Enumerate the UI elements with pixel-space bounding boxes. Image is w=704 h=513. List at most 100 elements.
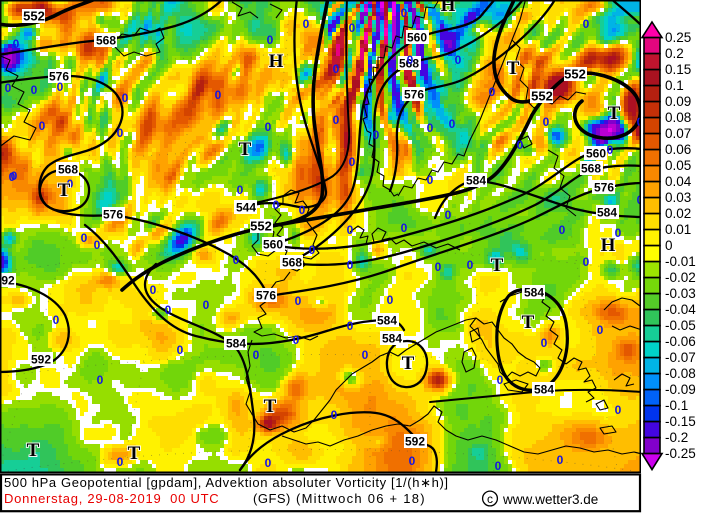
svg-text:0.06: 0.06 bbox=[665, 142, 691, 157]
svg-text:584: 584 bbox=[466, 174, 486, 188]
svg-text:0: 0 bbox=[607, 143, 614, 157]
svg-text:0: 0 bbox=[215, 88, 222, 102]
svg-text:H: H bbox=[269, 51, 284, 72]
svg-text:0: 0 bbox=[233, 253, 240, 267]
svg-text:0: 0 bbox=[237, 183, 244, 197]
svg-text:-0.05: -0.05 bbox=[665, 318, 696, 333]
svg-text:T: T bbox=[128, 443, 141, 464]
svg-text:92: 92 bbox=[1, 274, 15, 288]
svg-text:0: 0 bbox=[299, 203, 306, 217]
svg-text:0: 0 bbox=[637, 193, 644, 207]
svg-text:0: 0 bbox=[39, 119, 46, 133]
svg-text:0: 0 bbox=[409, 454, 416, 468]
svg-text:-0.07: -0.07 bbox=[665, 350, 696, 365]
svg-text:0: 0 bbox=[31, 83, 38, 97]
svg-text:T: T bbox=[608, 103, 621, 124]
svg-text:0.03: 0.03 bbox=[665, 190, 691, 205]
svg-text:0: 0 bbox=[81, 231, 88, 245]
svg-text:584: 584 bbox=[377, 314, 397, 328]
svg-text:584: 584 bbox=[524, 286, 544, 300]
svg-text:568: 568 bbox=[581, 162, 601, 176]
svg-text:0: 0 bbox=[347, 223, 354, 237]
svg-text:-0.2: -0.2 bbox=[665, 430, 688, 445]
svg-text:(GFS): (GFS) bbox=[253, 491, 291, 506]
svg-text:568: 568 bbox=[282, 256, 302, 270]
svg-text:0: 0 bbox=[57, 80, 64, 94]
svg-text:0: 0 bbox=[253, 348, 260, 362]
svg-text:0: 0 bbox=[435, 260, 442, 274]
svg-text:576: 576 bbox=[404, 88, 424, 102]
svg-text:0: 0 bbox=[427, 121, 434, 135]
svg-text:0: 0 bbox=[295, 294, 302, 308]
svg-text:0: 0 bbox=[541, 336, 548, 350]
svg-text:-0.03: -0.03 bbox=[665, 286, 696, 301]
svg-text:0.25: 0.25 bbox=[665, 30, 691, 45]
svg-text:0: 0 bbox=[349, 21, 356, 35]
svg-text:0.05: 0.05 bbox=[665, 158, 691, 173]
svg-text:0: 0 bbox=[615, 403, 622, 417]
svg-text:0: 0 bbox=[13, 37, 20, 51]
svg-text:0.15: 0.15 bbox=[665, 62, 691, 77]
svg-text:0: 0 bbox=[597, 323, 604, 337]
svg-text:576: 576 bbox=[103, 208, 123, 222]
svg-text:0: 0 bbox=[387, 293, 394, 307]
svg-text:H: H bbox=[441, 0, 456, 16]
svg-text:0: 0 bbox=[333, 113, 340, 127]
svg-text:0: 0 bbox=[637, 115, 644, 129]
svg-text:576: 576 bbox=[594, 181, 614, 195]
svg-text:0: 0 bbox=[401, 6, 408, 20]
svg-text:576: 576 bbox=[49, 70, 69, 84]
svg-text:0: 0 bbox=[331, 408, 338, 422]
svg-text:0: 0 bbox=[122, 91, 129, 105]
svg-text:0: 0 bbox=[150, 283, 157, 297]
svg-text:T: T bbox=[239, 139, 252, 160]
svg-text:0: 0 bbox=[543, 115, 550, 129]
svg-text:T: T bbox=[402, 353, 415, 374]
svg-text:H: H bbox=[601, 235, 616, 256]
svg-text:-0.01: -0.01 bbox=[665, 254, 696, 269]
svg-text:-0.1: -0.1 bbox=[665, 398, 688, 413]
svg-text:0: 0 bbox=[53, 313, 60, 327]
svg-text:0: 0 bbox=[333, 62, 340, 76]
svg-text:0: 0 bbox=[583, 17, 590, 31]
svg-text:-0.08: -0.08 bbox=[665, 366, 696, 381]
svg-text:0: 0 bbox=[117, 126, 124, 140]
svg-text:T: T bbox=[491, 255, 504, 276]
svg-text:0: 0 bbox=[347, 258, 354, 272]
svg-text:T: T bbox=[507, 58, 520, 79]
svg-text:0: 0 bbox=[177, 343, 184, 357]
svg-text:T: T bbox=[522, 312, 535, 333]
svg-text:0.01: 0.01 bbox=[665, 222, 691, 237]
svg-text:Donnerstag, 29-08-2019 00 UTC: Donnerstag, 29-08-2019 00 UTC bbox=[4, 491, 219, 506]
svg-text:T: T bbox=[402, 353, 415, 374]
svg-text:552: 552 bbox=[250, 219, 272, 234]
svg-text:0: 0 bbox=[557, 453, 564, 467]
svg-text:560: 560 bbox=[263, 238, 283, 252]
svg-text:576: 576 bbox=[256, 289, 276, 303]
svg-text:0: 0 bbox=[303, 17, 310, 31]
svg-text:T: T bbox=[491, 255, 504, 276]
svg-text:T: T bbox=[128, 443, 141, 464]
svg-text:H: H bbox=[601, 235, 616, 256]
svg-text:0: 0 bbox=[67, 177, 74, 191]
svg-text:0: 0 bbox=[445, 208, 452, 222]
svg-text:T: T bbox=[608, 103, 621, 124]
svg-text:0: 0 bbox=[455, 53, 462, 67]
svg-text:568: 568 bbox=[399, 57, 419, 71]
svg-text:568: 568 bbox=[58, 163, 78, 177]
svg-text:H: H bbox=[269, 51, 284, 72]
svg-text:0.07: 0.07 bbox=[665, 126, 691, 141]
svg-text:0: 0 bbox=[267, 33, 274, 47]
svg-text:T: T bbox=[522, 312, 535, 333]
svg-text:560: 560 bbox=[586, 147, 606, 161]
svg-text:0: 0 bbox=[265, 120, 272, 134]
svg-text:T: T bbox=[58, 180, 71, 201]
svg-text:0: 0 bbox=[11, 169, 18, 183]
svg-text:0.09: 0.09 bbox=[665, 94, 691, 109]
svg-text:0: 0 bbox=[265, 456, 272, 470]
svg-text:-0.02: -0.02 bbox=[665, 270, 696, 285]
svg-text:0.04: 0.04 bbox=[665, 174, 692, 189]
svg-text:-0.09: -0.09 bbox=[665, 382, 696, 397]
svg-text:0: 0 bbox=[309, 243, 316, 257]
svg-text:0: 0 bbox=[489, 85, 496, 99]
